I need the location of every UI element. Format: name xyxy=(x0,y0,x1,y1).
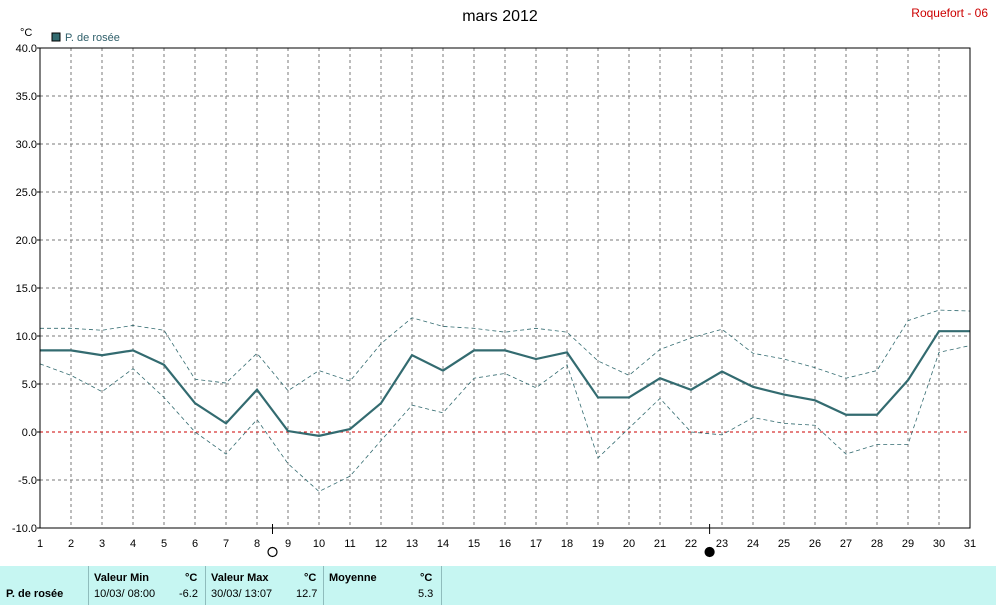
min-header: Valeur Min xyxy=(94,572,150,584)
x-tick-label: 15 xyxy=(468,538,480,550)
x-tick-label: 16 xyxy=(499,538,511,550)
y-tick-label: -10.0 xyxy=(12,523,37,535)
legend-label: P. de rosée xyxy=(65,32,120,44)
y-tick-label: 30.0 xyxy=(16,139,37,151)
avg-header: Moyenne xyxy=(329,572,377,584)
avg-value: 5.3 xyxy=(418,588,434,600)
y-tick-labels: 40.0 35.0 30.0 25.0 20.0 15.0 10.0 5.0 0.0 -5.0 -1… xyxy=(12,43,40,535)
x-tick-label: 24 xyxy=(747,538,759,550)
x-tick-label: 8 xyxy=(254,538,260,550)
x-tick-label: 6 xyxy=(192,538,198,550)
x-tick-label: 23 xyxy=(716,538,728,550)
y-tick-label: 15.0 xyxy=(16,283,37,295)
x-tick-label: 31 xyxy=(964,538,976,550)
footer-min-cell: Valeur Min °C 10/03/ 08:00 -6.2 xyxy=(88,566,206,605)
x-tick-label: 4 xyxy=(130,538,136,550)
x-tick-label: 13 xyxy=(406,538,418,550)
x-tick-label: 2 xyxy=(68,538,74,550)
y-tick-label: 20.0 xyxy=(16,235,37,247)
x-tick-label: 5 xyxy=(161,538,167,550)
y-tick-label: 25.0 xyxy=(16,187,37,199)
avg-unit: °C xyxy=(420,572,433,584)
x-tick-label: 21 xyxy=(654,538,666,550)
y-tick-label: 5.0 xyxy=(22,379,37,391)
series-lines xyxy=(39,309,971,492)
x-tick-label: 29 xyxy=(902,538,914,550)
x-tick-label: 28 xyxy=(871,538,883,550)
footer-row-label: P. de rosée xyxy=(6,588,64,600)
legend-swatch xyxy=(51,32,61,42)
x-tick-label: 1 xyxy=(37,538,43,550)
footer-max-cell: Valeur Max °C 30/03/ 13:07 12.7 xyxy=(205,566,324,605)
moon-phase-markers xyxy=(267,524,715,558)
footer-row-label-cell: P. de rosée xyxy=(0,566,89,605)
min-date: 10/03/ 08:00 xyxy=(94,588,156,600)
x-tick-label: 19 xyxy=(592,538,604,550)
x-tick-label: 22 xyxy=(685,538,697,550)
new-moon-icon xyxy=(704,546,715,558)
x-tick-label: 12 xyxy=(375,538,387,550)
x-tick-label: 25 xyxy=(778,538,790,550)
dew-point-line xyxy=(40,330,970,437)
x-tick-label: 14 xyxy=(437,538,449,550)
x-tick-label: 3 xyxy=(99,538,105,550)
max-value: 12.7 xyxy=(296,588,318,600)
stats-footer: P. de rosée Valeur Min °C 10/03/ 08:00 -… xyxy=(0,566,996,605)
max-unit: °C xyxy=(304,572,317,584)
dew-point-chart: mars 2012 Roquefort - 06 °C P. de rosée … xyxy=(12,6,988,558)
y-tick-label: 35.0 xyxy=(16,91,37,103)
x-tick-label: 17 xyxy=(530,538,542,550)
y-tick-label: 0.0 xyxy=(22,427,37,439)
daily-min-line xyxy=(39,345,971,492)
min-unit: °C xyxy=(185,572,198,584)
x-tick-label: 18 xyxy=(561,538,573,550)
x-tick-label: 10 xyxy=(313,538,325,550)
full-moon-icon xyxy=(267,546,278,558)
y-tick-label: 40.0 xyxy=(16,43,37,55)
grid-lines xyxy=(40,48,970,528)
daily-max-line xyxy=(40,309,971,392)
x-tick-label: 20 xyxy=(623,538,635,550)
min-value: -6.2 xyxy=(179,588,198,600)
y-tick-label: -5.0 xyxy=(18,475,37,487)
x-tick-label: 27 xyxy=(840,538,852,550)
x-tick-labels: 1 2 3 4 5 6 7 8 9 10 11 12 13 14 15 16 17 18 19 20 21 22 23 24 2… xyxy=(37,538,976,550)
x-tick-label: 30 xyxy=(933,538,945,550)
max-date: 30/03/ 13:07 xyxy=(211,588,273,600)
x-tick-label: 11 xyxy=(344,538,355,550)
plot-frame xyxy=(39,47,971,529)
x-tick-label: 26 xyxy=(809,538,821,550)
chart-title: mars 2012 xyxy=(462,8,538,25)
max-header: Valeur Max xyxy=(211,572,269,584)
footer-avg-cell: Moyenne °C 5.3 xyxy=(323,566,442,605)
y-tick-label: 10.0 xyxy=(16,331,37,343)
y-unit-label: °C xyxy=(20,27,32,39)
x-tick-label: 7 xyxy=(223,538,229,550)
x-tick-label: 9 xyxy=(285,538,291,550)
station-name: Roquefort - 06 xyxy=(911,6,988,20)
